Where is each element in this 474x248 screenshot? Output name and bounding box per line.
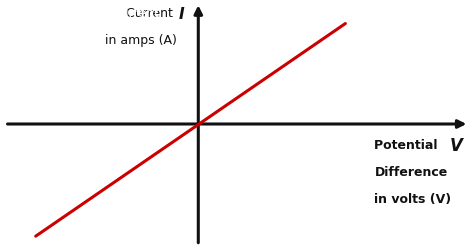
Text: in amps (A): in amps (A) [105,34,177,47]
Text: in volts (V): in volts (V) [374,193,452,206]
Text: Current: Current [126,7,177,20]
Text: Current     I: Current I [112,7,177,20]
Text: Potential: Potential [374,139,447,152]
Text: I: I [179,7,184,22]
Text: Difference: Difference [374,166,447,179]
Text: V: V [450,137,463,155]
